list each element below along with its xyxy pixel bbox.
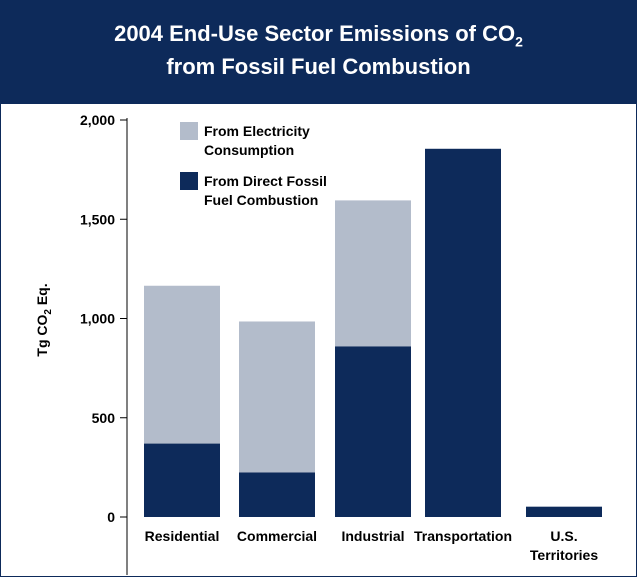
y-axis-ticks: 0 500 1,000 1,500 2,000 [80,112,127,525]
chart-bars [144,148,602,517]
bar-electricity-consumption [335,200,411,347]
bar-electricity-consumption [239,321,315,473]
legend-swatch [180,122,198,140]
bar-direct-combustion [425,148,501,517]
y-tick-label: 0 [107,509,115,525]
bar-direct-combustion [144,443,220,517]
x-category-label: U.S. [550,528,577,544]
bar-direct-combustion [335,346,411,517]
x-category-label: Residential [145,528,220,544]
legend-swatch [180,172,198,190]
chart-title-subscript: 2 [515,33,523,50]
legend-label: Fuel Combustion [204,192,318,208]
y-axis-title-text: Tg CO2 Eq. [34,283,54,356]
chart-title-line-1: 2004 End-Use Sector Emissions of CO2 [1,19,636,56]
chart-title-text: 2004 End-Use Sector Emissions of CO [114,21,516,46]
y-tick-label: 1,500 [80,211,115,227]
legend-label: Consumption [204,142,294,158]
chart-legend: From Electricity Consumption From Direct F… [180,122,327,208]
bar-direct-combustion [239,472,315,517]
y-axis-title: Tg CO2 Eq. [34,283,54,356]
x-category-label: Commercial [237,528,317,544]
legend-label: From Electricity [204,123,310,139]
bar-direct-combustion [526,506,602,517]
x-category-label: Industrial [341,528,404,544]
x-axis-labels: Residential Commercial Industrial Transport… [145,528,599,563]
y-axis-title-main: Tg CO [34,315,50,357]
x-category-label: Territories [530,547,598,563]
y-axis-title-suffix: Eq. [34,283,50,309]
y-axis-title-subscript: 2 [43,309,54,315]
legend-label: From Direct Fossil [204,173,327,189]
y-tick-label: 2,000 [80,112,115,128]
y-tick-label: 500 [92,410,116,426]
chart-title-line-2: from Fossil Fuel Combustion [166,54,471,79]
x-category-label: Transportation [414,528,512,544]
chart-title-bar: 2004 End-Use Sector Emissions of CO2 fro… [1,1,636,104]
y-tick-label: 1,000 [80,311,115,327]
bar-electricity-consumption [144,285,220,444]
